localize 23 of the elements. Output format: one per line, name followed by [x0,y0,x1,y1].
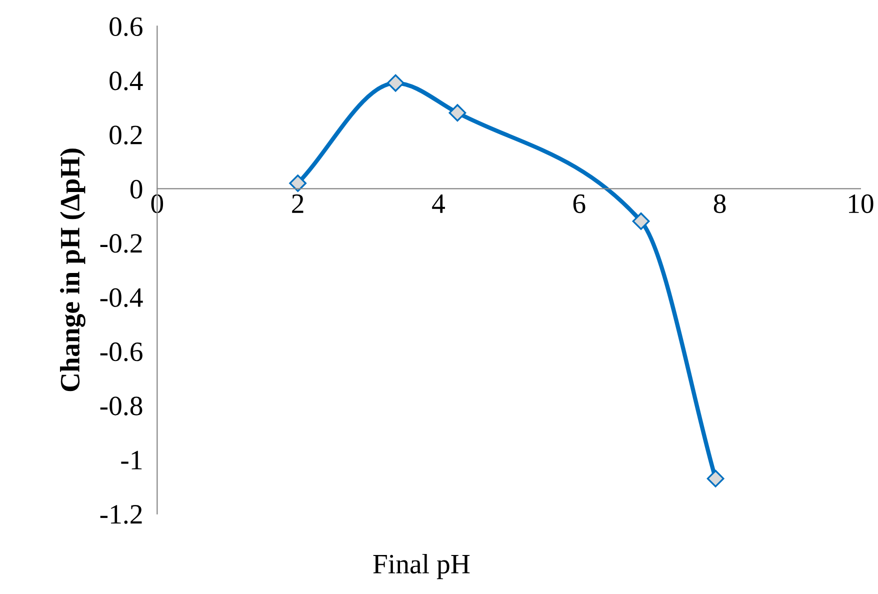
x-axis-title: Final pH [373,554,470,580]
y-tick-label: -0.8 [100,396,142,416]
x-tick-label: 0 [151,194,164,214]
point [289,174,307,192]
point [706,470,724,488]
y-tick-label: 0 [130,180,142,199]
x-tick-label: 2 [292,194,304,213]
x-tick-label: 10 [848,194,874,214]
y-tick-label: 0.2 [110,126,142,145]
point [448,104,466,122]
y-axis-title: Change in pH (ΔpH) [60,148,86,392]
x-tick-label: 8 [714,194,726,214]
y-tick-label: -1.2 [100,505,142,524]
y-tick-label: -0.2 [100,234,142,253]
y-tick-label: 0.4 [110,71,143,90]
y-tick-label: -1 [121,450,142,470]
y-tick-label: -0.6 [100,342,142,362]
y-tick-label: -0.4 [100,288,143,308]
point [386,74,404,92]
point [632,212,650,230]
x-tick-label: 6 [573,194,586,214]
y-tick-label: 0.6 [110,17,142,36]
x-tick-label: 4 [432,194,445,213]
